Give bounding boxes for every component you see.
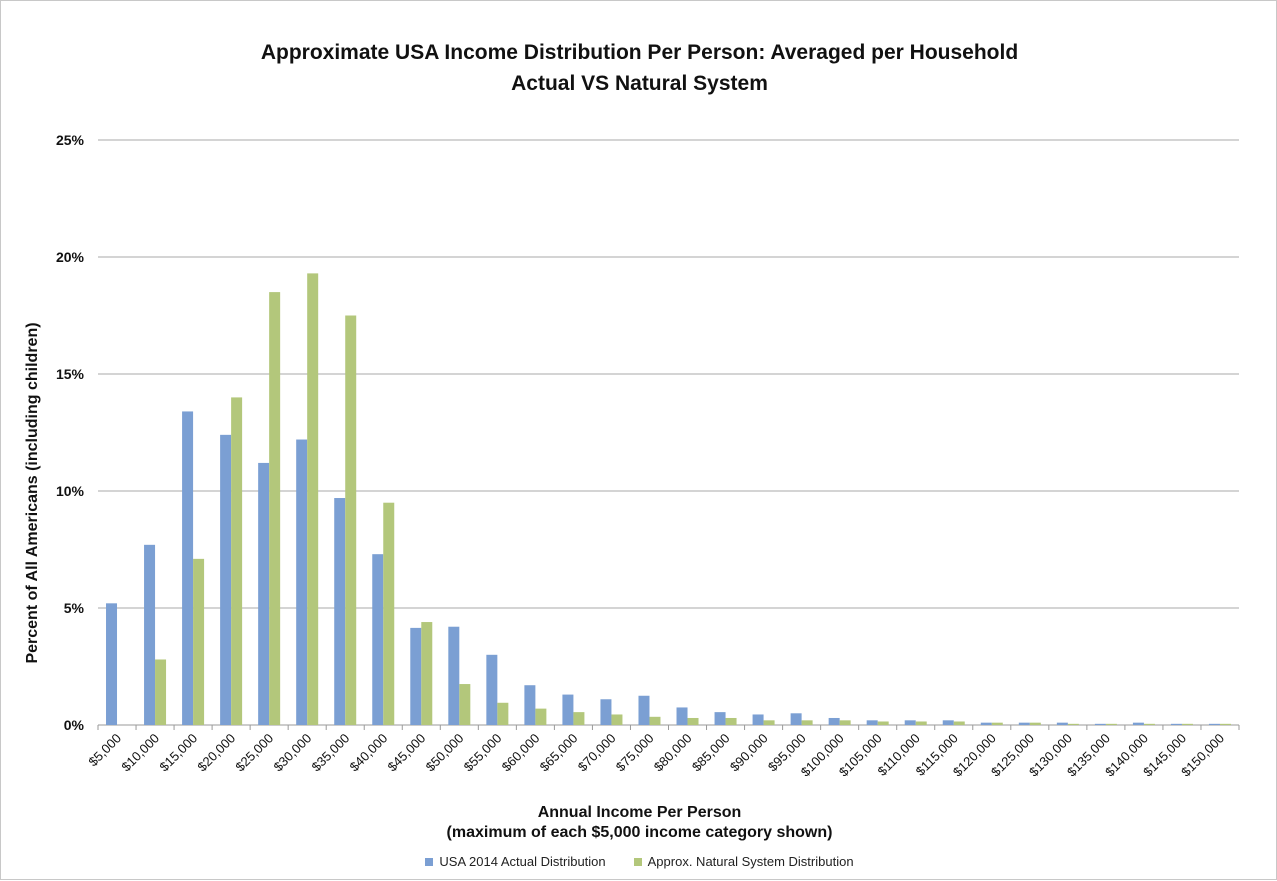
bar-natural xyxy=(839,720,851,725)
legend-swatch-actual xyxy=(425,857,434,866)
bar-natural xyxy=(269,292,281,725)
x-tick-label: $70,000 xyxy=(575,731,619,775)
x-tick-label: $65,000 xyxy=(537,731,581,775)
x-tick-label: $10,000 xyxy=(118,731,162,775)
bar-natural xyxy=(421,622,433,725)
x-axis-label: Annual Income Per Person xyxy=(537,804,742,821)
bar-natural xyxy=(535,708,547,725)
bar-natural xyxy=(573,712,585,725)
bar-actual xyxy=(296,439,308,725)
x-tick-label: $80,000 xyxy=(651,731,695,775)
bar-natural xyxy=(345,315,357,725)
x-tick-label: $60,000 xyxy=(499,731,543,775)
legend-item-natural: Approx. Natural System Distribution xyxy=(633,854,854,869)
bar-natural xyxy=(877,721,889,725)
x-tick-label: $40,000 xyxy=(347,731,391,775)
bar-actual xyxy=(828,717,840,725)
x-tick-label: $20,000 xyxy=(194,731,238,775)
bar-actual xyxy=(790,713,802,725)
bar-actual xyxy=(106,603,118,725)
bar-natural xyxy=(953,721,965,725)
bar-actual xyxy=(182,411,194,725)
legend-label-natural: Approx. Natural System Distribution xyxy=(647,854,854,869)
bar-natural xyxy=(1105,723,1117,725)
x-tick-label: $85,000 xyxy=(689,731,733,775)
bar-natural xyxy=(1181,723,1193,725)
bar-natural xyxy=(801,720,813,725)
chart-subtitle: Actual VS Natural System xyxy=(511,72,768,95)
bar-actual xyxy=(1170,723,1182,725)
bar-natural xyxy=(611,714,623,725)
x-tick-label: $45,000 xyxy=(385,731,429,775)
bar-actual xyxy=(600,699,612,725)
bar-natural xyxy=(155,659,167,725)
x-axis-sublabel: (maximum of each $5,000 income category … xyxy=(446,824,833,841)
legend-item-actual: USA 2014 Actual Distribution xyxy=(425,854,606,869)
bar-actual xyxy=(752,714,764,725)
bar-actual xyxy=(144,544,156,725)
legend: USA 2014 Actual Distribution Approx. Nat… xyxy=(1,854,1277,869)
bar-natural xyxy=(1067,723,1079,725)
bar-natural xyxy=(383,502,395,725)
bar-natural xyxy=(763,720,775,725)
bar-natural xyxy=(1219,723,1231,725)
bar-actual xyxy=(448,626,460,725)
x-tick-label: $50,000 xyxy=(423,731,467,775)
y-axis-label: Percent of All Americans (including chil… xyxy=(24,322,41,664)
bar-natural xyxy=(497,702,509,725)
bar-actual xyxy=(1094,723,1106,725)
bar-actual xyxy=(1056,722,1068,725)
bar-actual xyxy=(904,720,916,725)
x-tick-label: $75,000 xyxy=(613,731,657,775)
bar-actual xyxy=(562,694,574,725)
x-tick-label: $55,000 xyxy=(461,731,505,775)
bar-natural xyxy=(991,722,1003,725)
bar-actual xyxy=(410,627,422,725)
bar-actual xyxy=(486,654,498,725)
bar-natural xyxy=(193,558,205,725)
bar-actual xyxy=(258,462,270,725)
x-tick-label: $35,000 xyxy=(308,731,352,775)
chart-title: Approximate USA Income Distribution Per … xyxy=(260,41,1019,64)
x-tick-label: $25,000 xyxy=(232,731,276,775)
bar-actual xyxy=(372,554,384,725)
bar-actual xyxy=(220,434,232,725)
bar-actual xyxy=(638,695,650,725)
bar-actual xyxy=(942,720,954,725)
y-tick-label: 15% xyxy=(56,366,85,382)
legend-swatch-natural xyxy=(633,857,642,866)
bar-natural xyxy=(1029,722,1041,725)
legend-label-actual: USA 2014 Actual Distribution xyxy=(439,854,606,869)
bar-actual xyxy=(714,712,726,725)
y-tick-label: 0% xyxy=(64,717,85,733)
y-tick-label: 20% xyxy=(56,249,85,265)
x-tick-label: $15,000 xyxy=(156,731,200,775)
bar-natural xyxy=(1143,723,1155,725)
bar-natural xyxy=(231,397,243,725)
bar-natural xyxy=(725,717,737,725)
y-tick-label: 25% xyxy=(56,132,85,148)
y-tick-label: 5% xyxy=(64,600,85,616)
bar-actual xyxy=(1018,722,1030,725)
y-tick-label: 10% xyxy=(56,483,85,499)
x-tick-label: $30,000 xyxy=(270,731,314,775)
bar-actual xyxy=(676,707,688,725)
x-tick-label: $90,000 xyxy=(727,731,771,775)
bar-actual xyxy=(1208,723,1220,725)
bar-natural xyxy=(459,684,471,725)
bar-natural xyxy=(649,716,661,725)
bar-actual xyxy=(980,722,992,725)
bar-natural xyxy=(915,721,927,725)
bar-actual xyxy=(1132,722,1144,725)
bar-natural xyxy=(687,717,699,725)
bar-actual xyxy=(334,498,346,725)
bar-actual xyxy=(866,720,878,725)
bar-actual xyxy=(524,685,536,725)
bar-natural xyxy=(307,273,319,725)
